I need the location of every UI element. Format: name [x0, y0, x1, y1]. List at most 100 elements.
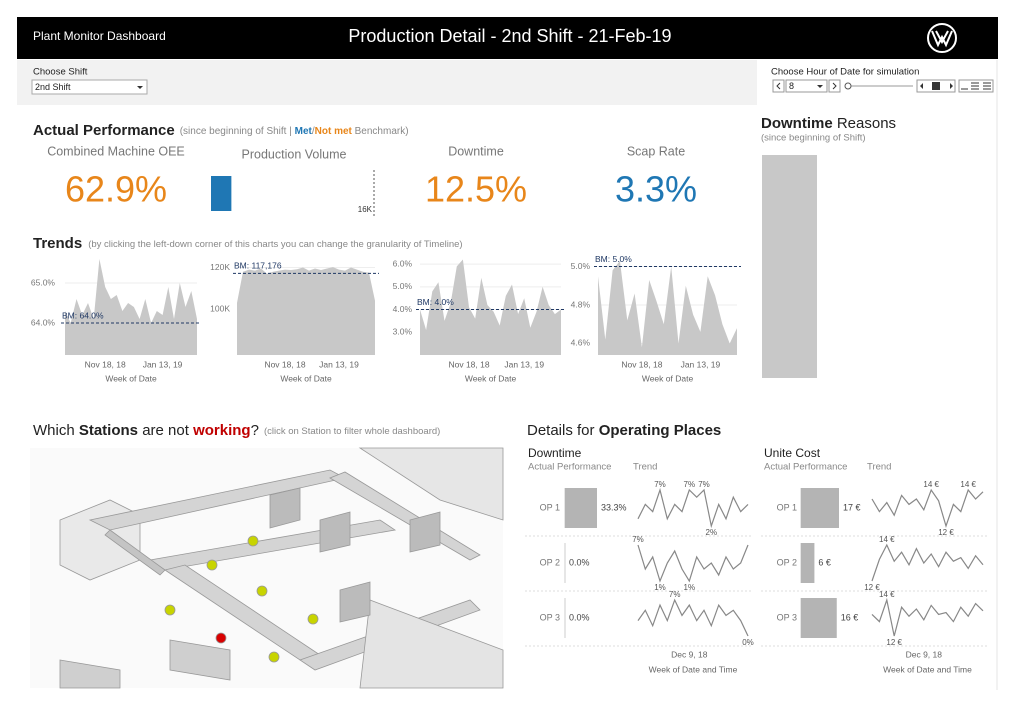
point-label: 1% — [684, 583, 696, 592]
y-tick-label: 4.6% — [571, 338, 591, 348]
tick-label: 16K — [358, 205, 373, 214]
axis-title: Week of Date and Time — [649, 664, 738, 674]
y-tick-label: 6.0% — [393, 258, 413, 268]
axis-title: Week of Date — [642, 373, 694, 383]
subtitle: (by clicking the left-down corner of thi… — [88, 239, 462, 250]
benchmark-label: BM: 4.0% — [417, 297, 454, 307]
section-title: Which Stations are not working? (click on… — [33, 422, 440, 439]
column-subtitle: Actual Performance — [528, 462, 611, 473]
y-tick-label: 3.0% — [393, 327, 413, 337]
point-label: 7% — [654, 480, 666, 489]
filter-label: Choose Hour of Date for simulation — [771, 67, 919, 78]
area — [598, 260, 737, 355]
point-label: 14 € — [960, 480, 976, 489]
kpi-label: Downtime — [448, 144, 504, 158]
value-label: 16 € — [841, 612, 859, 622]
subtitle: (since beginning of Shift) — [761, 133, 866, 144]
title: Trends — [33, 235, 82, 252]
shift-dropdown[interactable]: 2nd Shift — [31, 79, 148, 95]
y-tick-label: 5.0% — [571, 261, 591, 271]
subtitle: Benchmark) — [352, 126, 409, 137]
title: Reasons — [833, 115, 896, 132]
value-label: 17 € — [843, 502, 861, 512]
point-label: 12 € — [938, 528, 954, 537]
bar — [801, 543, 815, 583]
point-label: 14 € — [879, 535, 895, 544]
sparkline — [637, 487, 749, 529]
row-label: OP 1 — [777, 502, 797, 512]
benchmark-label: BM: 5.0% — [595, 254, 632, 264]
row-label: OP 2 — [777, 557, 797, 567]
value-label: 6 € — [818, 557, 831, 567]
filter-label: Choose Shift — [33, 67, 88, 78]
axis-title: Week of Date — [280, 373, 332, 383]
kpi-label: Production Volume — [242, 147, 347, 161]
x-tick-label: Dec 9, 18 — [671, 649, 708, 659]
bar — [801, 488, 839, 528]
point-label: 14 € — [879, 590, 895, 599]
x-tick-label: Nov 18, 18 — [621, 359, 662, 369]
section-title: Details for Operating Places — [527, 422, 721, 439]
section-title: Trends (by clicking the left-down corner … — [33, 235, 463, 252]
sparkline — [871, 597, 984, 637]
y-tick-label: 100K — [210, 303, 230, 313]
x-tick-label: Nov 18, 18 — [264, 359, 305, 369]
bar — [801, 598, 837, 638]
value-label: 0.0% — [569, 612, 590, 622]
title: ? — [251, 422, 259, 439]
logo — [927, 23, 957, 53]
point-label: 7% — [669, 590, 681, 599]
column-title: Downtime — [528, 446, 582, 460]
kpi-value: 3.3% — [615, 169, 697, 210]
title: working — [192, 422, 251, 439]
x-tick-label: Nov 18, 18 — [85, 359, 126, 369]
hour-slider[interactable] — [772, 79, 994, 93]
title: are not — [138, 422, 193, 439]
title: Stations — [79, 422, 138, 439]
kpi-label: Combined Machine OEE — [47, 144, 185, 158]
point-label: 7% — [632, 535, 644, 544]
page-title: Production Detail - 2nd Shift - 21-Feb-1… — [348, 26, 671, 46]
title: Actual Performance — [33, 122, 175, 139]
point-label: 12 € — [864, 583, 880, 592]
hour-value[interactable]: 8 — [789, 81, 794, 91]
kpi-value: 12.5% — [425, 169, 527, 210]
title: Details for — [527, 422, 599, 439]
value-label: 0.0% — [569, 557, 590, 567]
point-label: 2% — [706, 528, 718, 537]
sparkline — [637, 544, 749, 583]
column-subtitle: Trend — [867, 462, 891, 473]
sparkline — [871, 543, 984, 582]
subtitle: (click on Station to filter whole dashbo… — [264, 426, 440, 437]
point-label: 1% — [654, 583, 666, 592]
point-label: 12 € — [886, 638, 902, 647]
bar — [565, 488, 597, 528]
factory-illustration — [30, 447, 504, 689]
app-name: Plant Monitor Dashboard — [33, 29, 166, 43]
kpi-label: Scap Rate — [627, 144, 685, 158]
x-tick-label: Nov 18, 18 — [448, 359, 489, 369]
area — [237, 267, 375, 355]
area — [420, 259, 561, 355]
x-tick-label: Jan 13, 19 — [319, 359, 359, 369]
column-title: Unite Cost — [764, 446, 821, 460]
dropdown-value[interactable]: 2nd Shift — [35, 82, 71, 92]
x-tick-label: Jan 13, 19 — [504, 359, 544, 369]
legend-not-met: Not met — [315, 126, 353, 137]
title: Which — [33, 422, 79, 439]
reason-bar[interactable] — [762, 155, 817, 378]
point-label: 7% — [698, 480, 710, 489]
section-title: Actual Performance (since beginning of Sh… — [33, 122, 409, 139]
benchmark-label: BM: 117,176 — [234, 261, 282, 271]
point-label: 7% — [684, 480, 696, 489]
column-subtitle: Actual Performance — [764, 462, 847, 473]
y-tick-label: 120K — [210, 262, 230, 272]
panel-title: Downtime Reasons — [761, 115, 896, 132]
sparkline — [871, 488, 984, 528]
axis-title: Week of Date — [105, 373, 157, 383]
y-tick-label: 64.0% — [31, 317, 56, 327]
x-tick-label: Jan 13, 19 — [681, 359, 721, 369]
axis-title: Week of Date and Time — [883, 664, 972, 674]
row-label: OP 3 — [777, 612, 797, 622]
